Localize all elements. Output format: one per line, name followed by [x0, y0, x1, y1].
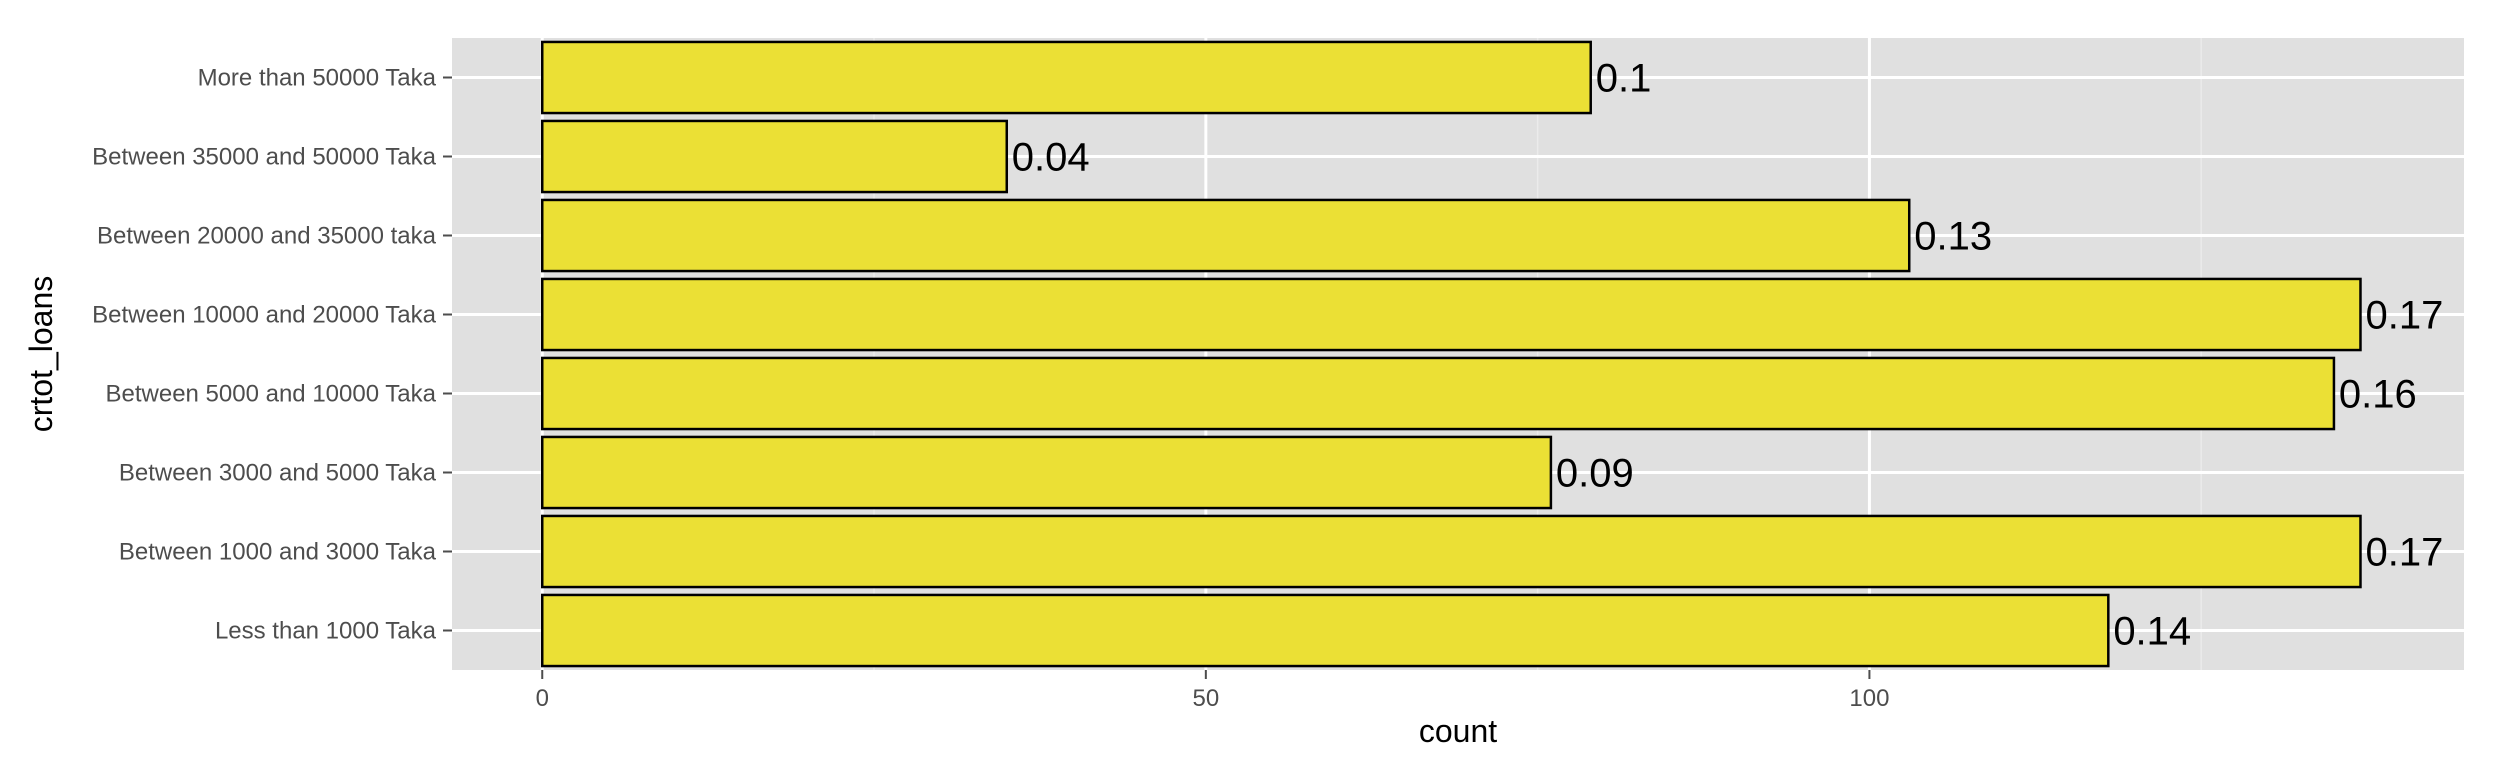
bar	[540, 356, 2336, 431]
y-tick-label: Between 1000 and 3000 Taka	[119, 539, 437, 566]
bar	[540, 40, 1592, 115]
y-tick-label: Between 10000 and 20000 Taka	[92, 302, 437, 329]
bar-label: 0.04	[1012, 136, 1090, 180]
bar	[540, 435, 1553, 510]
x-tick-label: 0	[536, 685, 549, 712]
bars: 0.14 0.17 0.09 0.16 0.17 0.13 0.04 0.1	[540, 40, 2443, 668]
y-axis: Less than 1000 Taka Between 1000 and 3000…	[92, 65, 452, 645]
bar-label: 0.16	[2339, 373, 2417, 417]
y-axis-title: crtot_loans	[23, 276, 59, 433]
bar-label: 0.09	[1556, 452, 1634, 496]
x-tick-label: 100	[1849, 685, 1889, 712]
y-tick-label: Between 20000 and 35000 taka	[97, 223, 437, 250]
y-tick-label: Between 3000 and 5000 Taka	[119, 460, 437, 487]
y-tick-label: More than 50000 Taka	[198, 65, 437, 92]
y-tick-label: Less than 1000 Taka	[215, 618, 437, 645]
x-axis-title: count	[1419, 713, 1497, 749]
bar	[540, 593, 2110, 668]
x-tick-label: 50	[1192, 685, 1219, 712]
bar-label: 0.13	[1914, 215, 1992, 259]
y-tick-label: Between 5000 and 10000 Taka	[105, 381, 436, 408]
bar	[540, 514, 2362, 589]
bar-label: 0.17	[2365, 531, 2443, 575]
bar-label: 0.17	[2365, 294, 2443, 338]
bar-label: 0.1	[1596, 57, 1652, 101]
x-axis: 0 50 100	[536, 670, 1889, 712]
bar-label: 0.14	[2113, 610, 2191, 654]
bar	[540, 119, 1009, 194]
y-tick-label: Between 35000 and 50000 Taka	[92, 144, 437, 171]
bar	[540, 277, 2362, 352]
bar	[540, 198, 1911, 273]
